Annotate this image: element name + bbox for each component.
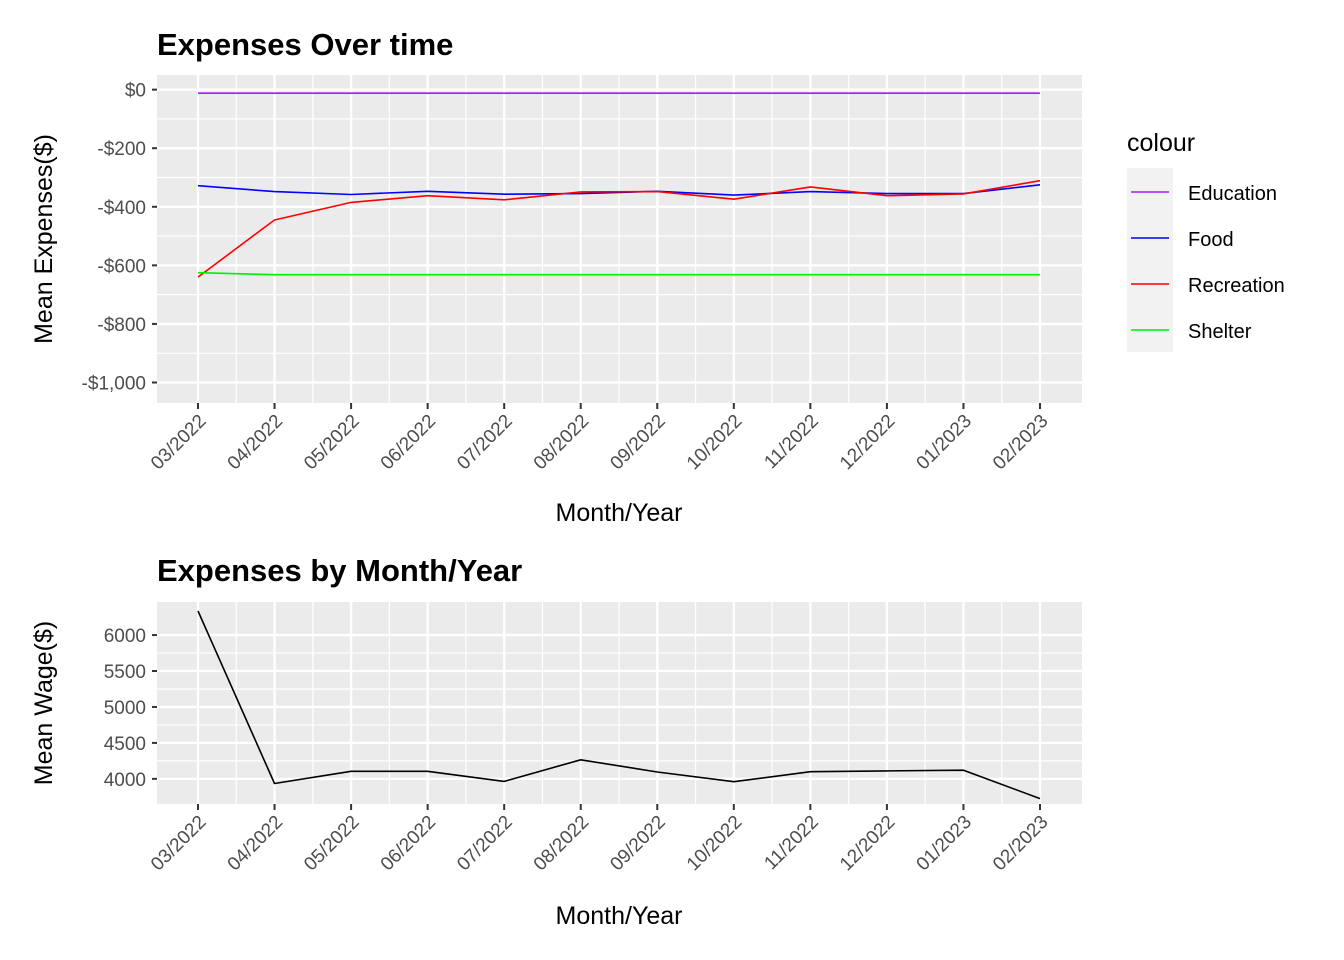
top-x-axis: 03/2022 04/2022 05/2022 06/2022 07/2022 08/20…: [147, 403, 1053, 474]
x-tick-label: 04/2022: [224, 812, 287, 875]
y-tick-label: $0: [125, 81, 146, 102]
x-tick-label: 06/2022: [377, 812, 440, 875]
x-tick-label: 07/2022: [453, 411, 516, 474]
top-x-axis-title: Month/Year: [556, 499, 683, 527]
bottom-series-lines: [197, 610, 1041, 800]
y-tick-label: -$1,000: [82, 374, 146, 395]
top-chart-title: Expenses Over time: [157, 27, 453, 62]
x-tick-label: 12/2022: [836, 411, 899, 474]
x-tick-label: 02/2023: [989, 411, 1052, 474]
bottom-y-axis: 4000 4500 5000 5500 6000: [104, 626, 157, 791]
top-gridlines: [157, 75, 1082, 403]
x-tick-label: 12/2022: [836, 812, 899, 875]
legend-label-recreation: Recreation: [1188, 275, 1285, 297]
top-y-axis: $0 -$200 -$400 -$600 -$800 -$1,000: [82, 81, 157, 395]
x-tick-label: 08/2022: [530, 411, 593, 474]
legend-title: colour: [1127, 129, 1195, 157]
legend-key-background: [1127, 168, 1173, 352]
x-tick-label: 01/2023: [913, 812, 976, 875]
y-tick-label: -$200: [97, 139, 146, 160]
top-y-axis-title: Mean Expenses($): [30, 134, 58, 344]
legend-label-education: Education: [1188, 183, 1277, 205]
x-tick-label: 10/2022: [683, 411, 746, 474]
y-tick-label: -$400: [97, 198, 146, 219]
x-tick-label: 06/2022: [377, 411, 440, 474]
bottom-panel: Expenses by Month/Year 4000 4500 5000 5500 6…: [30, 553, 1082, 930]
x-tick-label: 11/2022: [760, 411, 822, 473]
series-line-shelter: [197, 271, 1040, 276]
y-tick-label: 5000: [104, 698, 146, 719]
bottom-chart-title: Expenses by Month/Year: [157, 553, 522, 588]
bottom-gridlines: [157, 602, 1082, 804]
bottom-x-axis-title: Month/Year: [556, 902, 683, 930]
y-tick-label: 6000: [104, 626, 146, 647]
x-tick-label: 01/2023: [913, 411, 976, 474]
top-series-lines: [197, 92, 1041, 278]
y-tick-label: 4500: [104, 734, 146, 755]
legend-label-shelter: Shelter: [1188, 321, 1252, 343]
legend: colour Education Food Recreation Shelter: [1127, 129, 1285, 352]
top-panel: Expenses Over time $0 -$200 -$400 -$600 -$80…: [30, 27, 1082, 527]
x-tick-label: 05/2022: [300, 411, 363, 474]
bottom-y-axis-title: Mean Wage($): [30, 621, 58, 785]
x-tick-label: 04/2022: [224, 411, 287, 474]
legend-items: Education Food Recreation Shelter: [1131, 183, 1285, 343]
x-tick-label: 03/2022: [147, 812, 210, 875]
y-tick-label: 4000: [104, 770, 146, 791]
x-tick-label: 08/2022: [530, 812, 593, 875]
series-line-wage: [197, 610, 1041, 800]
legend-label-food: Food: [1188, 229, 1234, 251]
x-tick-label: 09/2022: [606, 411, 669, 474]
x-tick-label: 09/2022: [606, 812, 669, 875]
x-tick-label: 05/2022: [300, 812, 363, 875]
y-tick-label: -$600: [97, 256, 146, 277]
x-tick-label: 11/2022: [760, 812, 822, 874]
x-tick-label: 10/2022: [683, 812, 746, 875]
x-tick-label: 07/2022: [453, 812, 516, 875]
bottom-x-axis: 03/2022 04/2022 05/2022 06/2022 07/2022 08/20…: [147, 804, 1053, 875]
y-tick-label: -$800: [97, 315, 146, 336]
series-line-recreation: [197, 179, 1041, 278]
x-tick-label: 02/2023: [989, 812, 1052, 875]
y-tick-label: 5500: [104, 662, 146, 683]
x-tick-label: 03/2022: [147, 411, 210, 474]
